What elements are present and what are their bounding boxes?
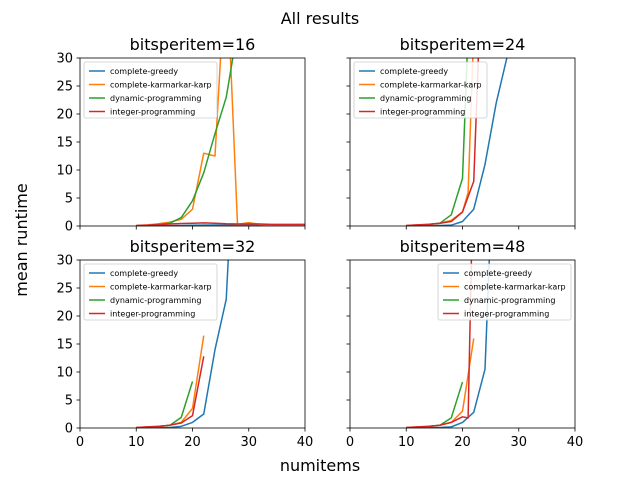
legend: complete-greedy complete-karmarkar-karp dy… [83,263,218,321]
y-tick-label: 20 [56,108,73,123]
y-tick-label: 25 [56,282,73,297]
y-tick-label: 10 [56,366,73,381]
legend-label: integer-programming [464,310,549,319]
legend: complete-greedy complete-karmarkar-karp dy… [437,263,572,321]
y-tick-label: 30 [56,52,73,67]
series-line-integer-programming [406,58,480,226]
y-tick-label: 25 [56,80,73,95]
subplot-title: bitsperitem=24 [400,35,526,54]
y-tick-label: 5 [65,394,73,409]
legend-label: integer-programming [110,108,195,117]
x-tick-label: 0 [76,435,84,450]
legend: complete-greedy complete-karmarkar-karp dy… [83,61,218,119]
legend-label: complete-karmarkar-karp [110,81,212,90]
series-line-complete-karmarkar-karp [406,58,474,226]
series-line-integer-programming [406,260,473,428]
y-tick-label: 0 [65,220,73,235]
legend-label: dynamic-programming [110,296,201,305]
legend-label: complete-karmarkar-karp [110,283,212,292]
y-tick-label: 10 [56,164,73,179]
y-axis-label: mean runtime [12,183,31,296]
x-tick-label: 10 [128,435,145,450]
legend: complete-greedy complete-karmarkar-karp dy… [353,61,488,119]
series-line-dynamic-programming [406,58,468,226]
x-tick-label: 0 [346,435,354,450]
subplot-4: bitsperitem=480 10 20 30 40complete-greedyco… [346,237,583,450]
subplot-2: bitsperitem=24 complete-greedy complete-ka… [346,35,576,230]
legend-label: complete-greedy [110,67,178,76]
legend-label: integer-programming [110,310,195,319]
legend-label: complete-greedy [110,269,178,278]
series-line-dynamic-programming [136,58,234,226]
legend-label: complete-greedy [464,269,532,278]
series-line-integer-programming [136,222,305,226]
subplot-3: bitsperitem=32 0 10 20 30 40 0 5 10 15 20 25 30 compl… [56,237,313,450]
legend-label: dynamic-programming [110,94,201,103]
x-tick-label: 40 [297,435,314,450]
x-axis-label: numitems [280,456,360,475]
legend-box [83,61,218,119]
legend-label: complete-karmarkar-karp [464,283,566,292]
y-tick-label: 20 [56,310,73,325]
legend-box [437,263,572,321]
y-tick-label: 30 [56,254,73,269]
legend-box [353,61,488,119]
subplot-title: bitsperitem=48 [400,237,526,256]
y-tick-label: 15 [56,338,73,353]
y-tick-label: 5 [65,192,73,207]
series-line-integer-programming [136,356,205,428]
subplot-title: bitsperitem=32 [130,237,256,256]
y-tick-label: 0 [65,422,73,437]
legend-label: dynamic-programming [464,296,555,305]
y-tick-label: 15 [56,136,73,151]
subplot-1: bitsperitem=16 0 5 10 15 20 25 30 complete-greed… [56,35,306,235]
legend-label: complete-karmarkar-karp [380,81,482,90]
x-tick-label: 10 [398,435,415,450]
legend-label: complete-greedy [380,67,448,76]
figure-title: All results [281,9,360,28]
x-tick-label: 20 [184,435,201,450]
subplot-title: bitsperitem=16 [130,35,256,54]
legend-box [83,263,218,321]
x-tick-label: 20 [454,435,471,450]
legend-label: dynamic-programming [380,94,471,103]
x-tick-label: 30 [510,435,527,450]
series-line-complete-karmarkar-karp [406,338,475,428]
x-tick-label: 40 [567,435,584,450]
subplots: bitsperitem=16 0 5 10 15 20 25 30 complete-greed… [56,35,583,450]
legend-label: integer-programming [380,108,465,117]
series-lines [406,58,508,226]
x-tick-label: 30 [240,435,257,450]
series-lines [136,58,305,226]
